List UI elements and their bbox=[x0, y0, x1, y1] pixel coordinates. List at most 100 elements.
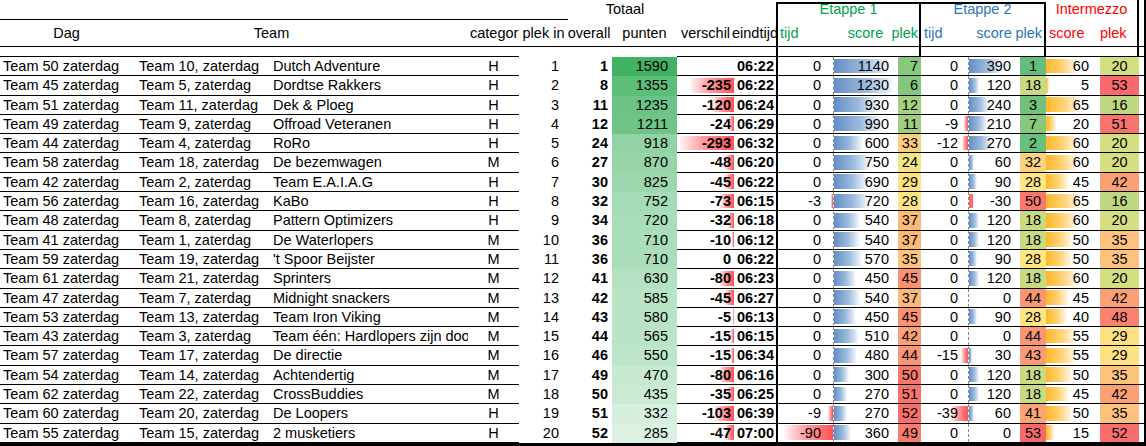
cell-eindtijd[interactable]: 06:15 bbox=[734, 192, 778, 210]
cell-overall[interactable]: 43 bbox=[568, 308, 612, 327]
cell-eindtijd[interactable]: 06:20 bbox=[734, 153, 778, 171]
cell-e1-plek[interactable]: 49 bbox=[898, 424, 921, 442]
cell-e1-score[interactable]: 540 bbox=[833, 289, 898, 307]
cell-e1-score[interactable]: 480 bbox=[833, 346, 898, 364]
cell-dag[interactable]: Team 56 zaterdag bbox=[0, 192, 133, 210]
cell-punten[interactable]: 720 bbox=[612, 211, 677, 230]
cell-team[interactable]: Team 4, zaterdag bbox=[133, 134, 268, 152]
cell-im-plek[interactable]: 20 bbox=[1100, 211, 1139, 229]
cell-e1-tijd[interactable]: 0 bbox=[778, 366, 833, 384]
header-im-score[interactable]: score bbox=[1049, 21, 1100, 45]
cell-e2-plek[interactable]: 7 bbox=[1020, 115, 1046, 133]
cell-im-score[interactable]: 50 bbox=[1046, 231, 1100, 249]
cell-e2-score[interactable]: 60 bbox=[968, 404, 1020, 422]
cell-verschil[interactable]: -45 bbox=[677, 289, 734, 307]
cell-e1-plek[interactable]: 45 bbox=[898, 308, 921, 326]
cell-e2-score[interactable]: 210 bbox=[968, 115, 1020, 133]
cell-punten[interactable]: 710 bbox=[612, 250, 677, 269]
cell-eindtijd[interactable]: 06:32 bbox=[734, 134, 778, 152]
cell-team[interactable]: Team 13, zaterdag bbox=[133, 308, 268, 326]
cell-im-plek[interactable]: 51 bbox=[1100, 115, 1139, 133]
cell-e1-plek[interactable]: 6 bbox=[898, 76, 921, 94]
cell-e2-score[interactable]: -30 bbox=[968, 192, 1020, 210]
cell-im-score[interactable]: 60 bbox=[1046, 134, 1100, 152]
cell-punten[interactable]: 710 bbox=[612, 231, 677, 250]
cell-team[interactable]: Team 8, zaterdag bbox=[133, 211, 268, 229]
cell-categorie[interactable]: H bbox=[468, 134, 519, 152]
cell-overall[interactable]: 1 bbox=[568, 57, 612, 76]
cell-e2-score[interactable]: 120 bbox=[968, 231, 1020, 249]
cell-im-score[interactable]: 20 bbox=[1046, 115, 1100, 133]
cell-overall[interactable]: 32 bbox=[568, 192, 612, 211]
cell-team[interactable]: Team 20, zaterdag bbox=[133, 404, 268, 422]
cell-e2-plek[interactable]: 50 bbox=[1020, 192, 1046, 210]
cell-overall[interactable]: 44 bbox=[568, 327, 612, 346]
cell-e1-tijd[interactable]: 0 bbox=[778, 289, 833, 307]
cell-categorie[interactable]: H bbox=[468, 404, 519, 422]
cell-e1-plek[interactable]: 28 bbox=[898, 192, 921, 210]
cell-naam[interactable]: Team E.A.I.A.G bbox=[268, 173, 468, 191]
cell-im-score[interactable]: 15 bbox=[1046, 424, 1100, 442]
cell-naam[interactable]: Sprinters bbox=[268, 269, 468, 287]
cell-eindtijd[interactable]: 06:16 bbox=[734, 366, 778, 384]
cell-punten[interactable]: 918 bbox=[612, 134, 677, 153]
cell-e1-tijd[interactable]: -9 bbox=[778, 404, 833, 422]
cell-e2-tijd[interactable]: 0 bbox=[921, 231, 968, 249]
cell-team[interactable]: Team 21, zaterdag bbox=[133, 269, 268, 287]
cell-overall[interactable]: 51 bbox=[568, 404, 612, 423]
cell-verschil[interactable]: -73 bbox=[677, 192, 734, 210]
cell-categorie[interactable]: M bbox=[468, 153, 519, 171]
cell-naam[interactable]: Offroad Veteranen bbox=[268, 115, 468, 133]
cell-im-score[interactable]: 55 bbox=[1046, 327, 1100, 345]
cell-e2-tijd[interactable]: 0 bbox=[921, 76, 968, 94]
cell-plek-in[interactable]: 17 bbox=[519, 366, 568, 385]
cell-e2-score[interactable]: 90 bbox=[968, 173, 1020, 191]
cell-e2-tijd[interactable]: 0 bbox=[921, 153, 968, 171]
cell-e1-score[interactable]: 1140 bbox=[833, 57, 898, 75]
cell-im-score[interactable]: 5 bbox=[1046, 76, 1100, 94]
cell-e1-tijd[interactable]: 0 bbox=[778, 153, 833, 171]
cell-verschil[interactable]: -80 bbox=[677, 269, 734, 287]
cell-eindtijd[interactable]: 06:25 bbox=[734, 385, 778, 403]
cell-punten[interactable]: 470 bbox=[612, 366, 677, 385]
cell-e2-plek[interactable]: 18 bbox=[1020, 366, 1046, 384]
header-team[interactable]: Team bbox=[133, 21, 410, 45]
cell-plek-in[interactable]: 20 bbox=[519, 424, 568, 443]
cell-dag[interactable]: Team 59 zaterdag bbox=[0, 250, 133, 268]
cell-im-score[interactable]: 45 bbox=[1046, 173, 1100, 191]
header-e2-tijd[interactable]: tijd bbox=[924, 21, 968, 45]
cell-e1-tijd[interactable]: 0 bbox=[778, 385, 833, 403]
header-e2-plek[interactable]: plek bbox=[1006, 21, 1042, 45]
cell-plek-in[interactable]: 16 bbox=[519, 346, 568, 365]
cell-team[interactable]: Team 14, zaterdag bbox=[133, 366, 268, 384]
cell-im-plek[interactable]: 53 bbox=[1100, 76, 1139, 94]
cell-e2-plek[interactable]: 41 bbox=[1020, 404, 1046, 422]
cell-im-plek[interactable]: 16 bbox=[1100, 96, 1139, 114]
cell-plek-in[interactable]: 3 bbox=[519, 96, 568, 115]
cell-eindtijd[interactable]: 06:13 bbox=[734, 308, 778, 326]
cell-categorie[interactable]: H bbox=[468, 57, 519, 75]
cell-e2-score[interactable]: 120 bbox=[968, 366, 1020, 384]
cell-dag[interactable]: Team 61 zaterdag bbox=[0, 269, 133, 287]
cell-plek-in[interactable]: 9 bbox=[519, 211, 568, 230]
cell-punten[interactable]: 752 bbox=[612, 192, 677, 211]
cell-team[interactable]: Team 17, zaterdag bbox=[133, 346, 268, 364]
cell-verschil[interactable]: -48 bbox=[677, 153, 734, 171]
cell-verschil[interactable]: -293 bbox=[677, 134, 734, 152]
cell-e1-score[interactable]: 270 bbox=[833, 404, 898, 422]
cell-e2-tijd[interactable]: 0 bbox=[921, 269, 968, 287]
cell-e1-tijd[interactable]: 0 bbox=[778, 96, 833, 114]
cell-naam[interactable]: Team Iron Viking bbox=[268, 308, 468, 326]
cell-e1-tijd[interactable]: 0 bbox=[778, 134, 833, 152]
cell-e2-tijd[interactable]: 0 bbox=[921, 385, 968, 403]
cell-e2-tijd[interactable]: 0 bbox=[921, 308, 968, 326]
cell-categorie[interactable]: H bbox=[468, 115, 519, 133]
cell-overall[interactable]: 8 bbox=[568, 76, 612, 95]
cell-categorie[interactable]: M bbox=[468, 385, 519, 403]
cell-naam[interactable]: De Loopers bbox=[268, 404, 468, 422]
cell-im-score[interactable]: 60 bbox=[1046, 269, 1100, 287]
cell-plek-in[interactable]: 19 bbox=[519, 404, 568, 423]
cell-e1-tijd[interactable]: 0 bbox=[778, 211, 833, 229]
cell-overall[interactable]: 36 bbox=[568, 231, 612, 250]
cell-team[interactable]: Team 16, zaterdag bbox=[133, 192, 268, 210]
